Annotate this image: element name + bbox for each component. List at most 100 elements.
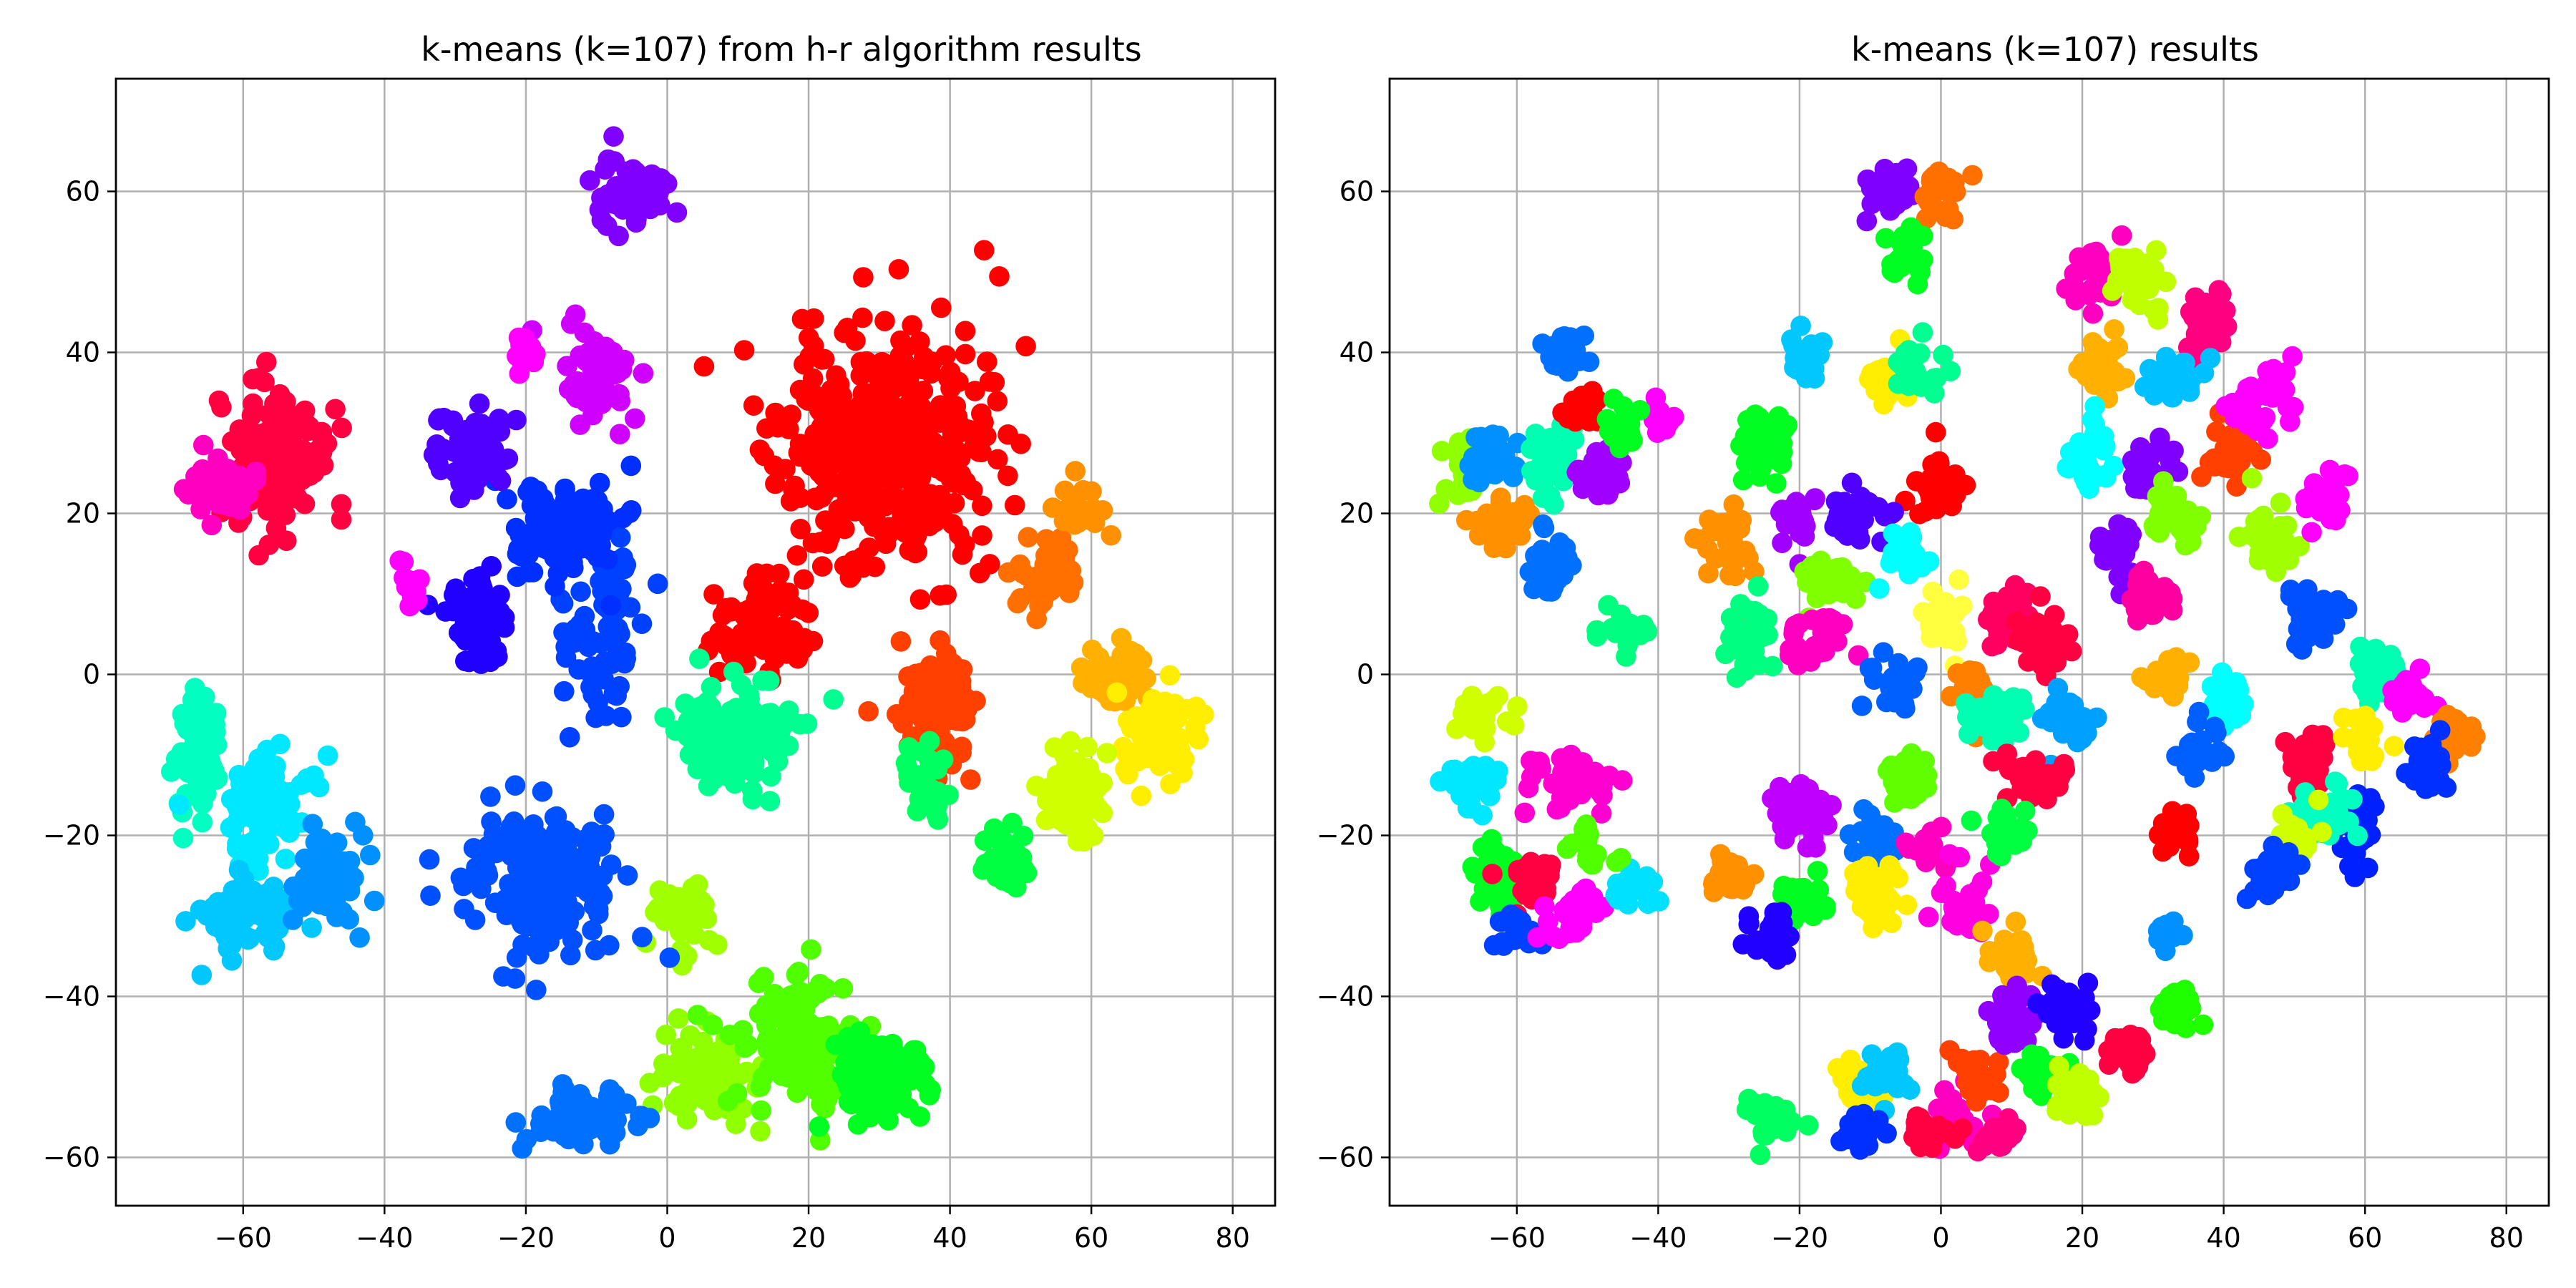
left-chart-point xyxy=(364,890,385,912)
left-chart-point xyxy=(856,351,877,372)
left-chart-point xyxy=(185,678,205,698)
left-chart-point xyxy=(942,514,963,535)
left-chart-point xyxy=(859,537,879,558)
left-chart-point xyxy=(632,927,653,947)
left-chart-point xyxy=(687,1005,708,1025)
right-chart-point xyxy=(2200,348,2221,369)
left-chart-point xyxy=(1016,565,1038,586)
right-chart-point xyxy=(1868,376,1890,396)
left-chart-point xyxy=(668,1008,689,1029)
right-chart-point xyxy=(1544,543,1565,564)
right-chart-point xyxy=(1912,322,1933,343)
left-chart-point xyxy=(301,917,322,938)
left-chart-point xyxy=(464,569,485,590)
left-chart-point xyxy=(816,978,836,999)
left-chart-point xyxy=(1154,728,1176,748)
left-chart-point xyxy=(496,896,517,917)
right-chart-point xyxy=(2355,733,2376,754)
left-chart-point xyxy=(777,992,799,1013)
left-chart-point xyxy=(857,464,879,485)
right-chart-point xyxy=(1939,844,1960,865)
left-chart-point xyxy=(799,327,819,348)
right-chart-point xyxy=(1739,913,1760,934)
left-chart-point xyxy=(702,1015,723,1035)
left-chart-points xyxy=(161,126,1214,1159)
left-chart-point xyxy=(884,431,906,452)
right-chart-point xyxy=(1896,158,1918,179)
right-chart-point xyxy=(2168,512,2190,533)
left-chart-point xyxy=(940,361,961,383)
left-chart-point xyxy=(199,727,220,748)
left-chart-point xyxy=(565,377,587,398)
right-chart-point xyxy=(1539,865,1560,886)
left-chart-point xyxy=(731,623,753,644)
right-chart-point xyxy=(2297,754,2318,776)
left-chart-point xyxy=(1035,529,1057,550)
left-chart-point xyxy=(529,854,550,876)
right-chart-point xyxy=(1492,932,1513,952)
left-chart-point xyxy=(268,895,289,916)
left-chart-point xyxy=(1050,527,1072,549)
right-chart-point xyxy=(2399,675,2421,696)
left-chart-point xyxy=(942,653,963,674)
left-chart-point xyxy=(814,392,834,414)
left-chart-x-tick-label: 40 xyxy=(932,1222,967,1254)
left-chart-point xyxy=(302,814,323,834)
right-chart-point xyxy=(2084,424,2105,445)
right-chart-point xyxy=(1745,404,1766,425)
left-chart-point xyxy=(809,1116,830,1137)
left-chart-point xyxy=(302,876,323,897)
left-chart-point xyxy=(518,544,540,565)
left-chart-point xyxy=(804,424,825,444)
right-chart-point xyxy=(1697,538,1718,560)
right-chart-point xyxy=(1946,630,1967,652)
left-chart-point xyxy=(743,753,765,775)
left-chart-point xyxy=(1160,774,1181,795)
left-chart-point xyxy=(692,751,713,771)
right-chart-point xyxy=(1709,521,1730,542)
right-chart-point xyxy=(1460,789,1480,810)
right-chart-point xyxy=(1907,784,1928,804)
left-chart-point xyxy=(196,783,217,804)
left-chart-point xyxy=(787,648,809,669)
right-chart-point xyxy=(1907,273,1928,295)
left-chart-point xyxy=(432,438,453,459)
left-chart-point xyxy=(246,902,268,924)
left-chart-point xyxy=(486,842,507,864)
right-chart-point xyxy=(1543,577,1564,597)
right-chart-point xyxy=(1909,504,1930,525)
left-chart-point xyxy=(275,849,296,869)
left-chart-point xyxy=(517,482,538,502)
right-chart-point xyxy=(1920,487,1941,508)
right-chart-point xyxy=(1877,167,1898,189)
right-chart-point xyxy=(1812,332,1833,353)
left-chart-point xyxy=(507,566,528,587)
left-chart-x-tick-label: 80 xyxy=(1216,1222,1250,1254)
right-chart-point xyxy=(2143,299,2164,321)
right-chart-point xyxy=(1933,201,1953,223)
left-chart-point xyxy=(238,794,260,814)
right-chart-point xyxy=(1926,421,1946,443)
right-chart-point xyxy=(1897,540,1918,561)
left-chart-point xyxy=(686,716,707,736)
left-chart-point xyxy=(256,351,277,373)
left-chart-point xyxy=(669,1059,690,1080)
left-chart-point xyxy=(221,950,243,971)
left-chart-point xyxy=(1042,497,1063,518)
left-chart-point xyxy=(1068,801,1090,821)
left-chart-point xyxy=(760,703,781,723)
left-chart-point xyxy=(972,525,992,546)
right-chart-point xyxy=(2338,465,2358,487)
left-chart-point xyxy=(794,569,814,590)
right-chart-point xyxy=(1776,878,1797,899)
left-chart-x-tick-label: 20 xyxy=(791,1222,826,1254)
left-chart-point xyxy=(942,447,963,468)
left-chart-point xyxy=(570,581,591,602)
right-chart-point xyxy=(2270,492,2291,513)
left-chart-point xyxy=(571,536,592,557)
right-chart-point xyxy=(1775,418,1795,439)
left-chart-point xyxy=(1002,812,1023,834)
left-chart-point xyxy=(738,1035,758,1055)
left-chart-point xyxy=(278,806,299,828)
